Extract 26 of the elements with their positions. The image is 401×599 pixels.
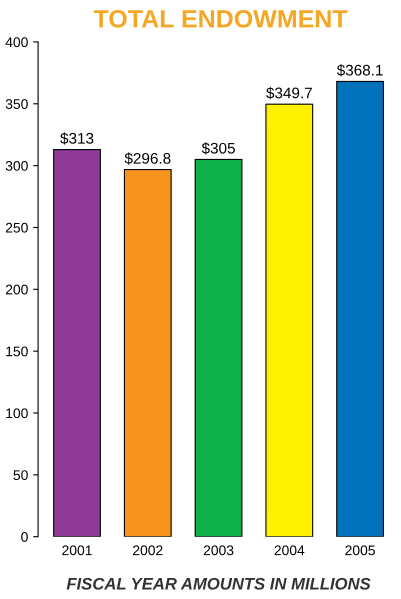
data-label: $296.8 bbox=[124, 152, 170, 165]
x-tick-label: 2005 bbox=[345, 545, 375, 556]
bar bbox=[53, 148, 101, 537]
y-tick-label: 350 bbox=[6, 99, 28, 109]
x-tick-label: 2001 bbox=[62, 545, 92, 556]
y-tick-label: 250 bbox=[6, 222, 28, 233]
bar bbox=[194, 158, 242, 537]
data-label: $349.7 bbox=[266, 86, 312, 100]
y-tick-label: 0 bbox=[21, 532, 28, 542]
x-tick-label: 2002 bbox=[133, 545, 163, 556]
data-label: $305 bbox=[202, 142, 235, 155]
y-tick-label: 300 bbox=[6, 160, 28, 171]
y-tick-label: 50 bbox=[13, 470, 28, 480]
y-tick-label: 150 bbox=[6, 346, 28, 356]
bar bbox=[265, 104, 314, 537]
y-tick-label: 400 bbox=[6, 37, 28, 48]
x-tick-label: 2003 bbox=[204, 545, 234, 556]
x-axis-title: FISCAL YEAR AMOUNTS IN MILLIONS bbox=[66, 578, 371, 590]
bar bbox=[336, 80, 384, 537]
bar bbox=[124, 169, 172, 537]
y-tick-label: 100 bbox=[6, 408, 28, 418]
x-tick-label: 2004 bbox=[274, 545, 304, 556]
chart-title: TOTAL ENDOWMENT bbox=[94, 10, 348, 28]
data-label: $313 bbox=[60, 132, 94, 145]
y-tick-label: 200 bbox=[6, 284, 28, 294]
data-label: $368.1 bbox=[336, 64, 383, 76]
